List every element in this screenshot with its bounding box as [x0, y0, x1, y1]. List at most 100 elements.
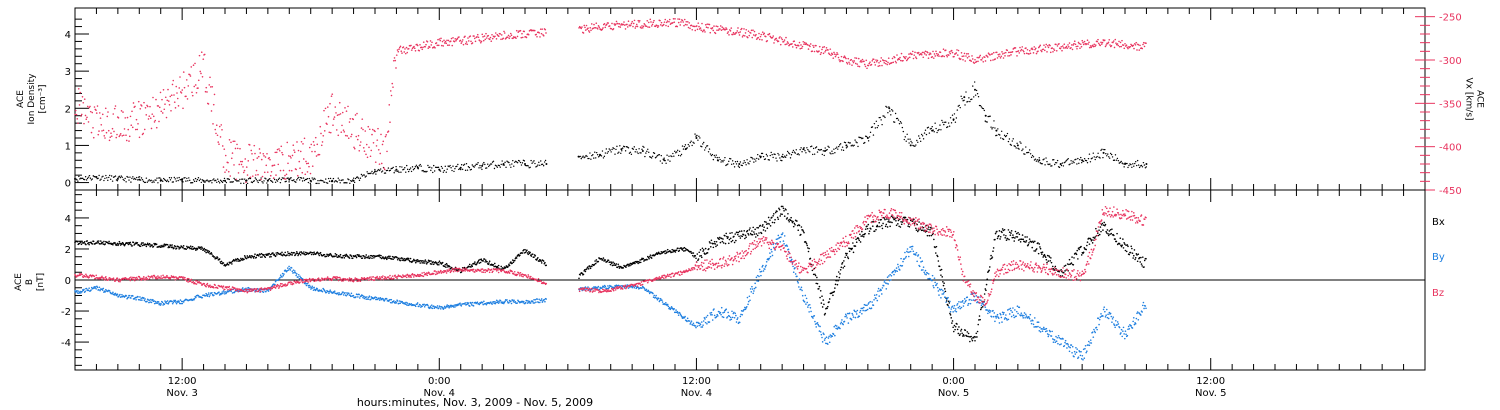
- vx-point: [884, 59, 886, 62]
- b-bx-point: [492, 264, 495, 266]
- b-by-point: [166, 300, 169, 302]
- ion-density-point: [783, 156, 785, 159]
- ion-density-point: [591, 154, 593, 157]
- b-bx-point: [778, 208, 781, 211]
- vx-point: [117, 117, 120, 119]
- ion-density-point: [965, 91, 967, 93]
- b-bx-point: [249, 254, 251, 257]
- ion-density-point: [84, 175, 87, 178]
- ion-density-point: [491, 161, 494, 163]
- vx-point: [717, 29, 720, 31]
- ion-density-point: [523, 160, 526, 162]
- vx-point: [212, 123, 214, 125]
- b-bx-point: [780, 213, 782, 215]
- b-bx-point: [328, 254, 331, 256]
- vx-point: [404, 52, 407, 55]
- ion-density-point: [624, 150, 627, 152]
- b-bx-point: [189, 247, 191, 250]
- ion-density-point: [117, 176, 120, 178]
- vx-point: [173, 101, 176, 103]
- ion-density-point: [1034, 158, 1037, 160]
- ion-density-point: [579, 155, 581, 158]
- vx-point: [286, 141, 289, 144]
- vx-point: [752, 34, 755, 36]
- ion-density-point: [1123, 166, 1125, 168]
- b-by-point: [143, 299, 146, 302]
- b-by-point: [395, 301, 398, 304]
- ion-density-point: [219, 179, 222, 182]
- b-bx-point: [839, 273, 841, 275]
- vx-point: [946, 55, 949, 58]
- b-bx-point: [936, 255, 939, 258]
- vx-point: [227, 161, 229, 164]
- vx-point: [200, 51, 203, 54]
- b-bx-point: [241, 259, 243, 261]
- vx-point: [296, 174, 299, 177]
- vx-point: [268, 156, 271, 159]
- ion-density-point: [893, 121, 896, 123]
- ion-density-point: [462, 164, 465, 166]
- b-bx-point: [1008, 231, 1011, 234]
- ion-density-point: [681, 145, 684, 147]
- b-bx-point: [900, 223, 903, 226]
- vx-point: [450, 37, 453, 40]
- vx-point: [155, 98, 157, 101]
- b-bx-point: [618, 265, 620, 268]
- ion-density-point: [822, 150, 824, 152]
- b-bx-point: [488, 262, 490, 264]
- b-bx-point: [950, 317, 953, 319]
- vx-point: [779, 43, 782, 46]
- vx-point: [1040, 50, 1043, 53]
- vx-point: [962, 59, 964, 61]
- vx-point: [451, 44, 454, 47]
- b-bx-point: [948, 302, 951, 304]
- ion-density-point: [577, 155, 580, 158]
- b-bx-point: [364, 256, 367, 258]
- ion-density-point: [1055, 162, 1058, 164]
- vx-point: [880, 57, 883, 59]
- ion-density-point: [892, 110, 894, 112]
- vx-point: [173, 94, 175, 96]
- ion-density-point: [131, 177, 133, 180]
- b-bx-point: [236, 260, 238, 262]
- b-bx-point: [616, 266, 619, 269]
- ion-density-point: [515, 161, 518, 163]
- b-bx-point: [743, 230, 746, 232]
- b-by-point: [262, 291, 265, 294]
- ion-density-point: [1086, 162, 1089, 164]
- ion-density-point: [712, 158, 715, 161]
- ion-density-point: [374, 170, 376, 173]
- b-bx-point: [218, 258, 221, 260]
- vx-point: [299, 167, 301, 170]
- b-bx-point: [415, 259, 418, 262]
- ion-density-point: [804, 150, 806, 152]
- ion-density-point: [1059, 163, 1062, 165]
- ion-density-point: [270, 179, 272, 182]
- b-bx-point: [832, 294, 834, 297]
- vx-point: [290, 169, 293, 172]
- b-bx-point: [767, 216, 770, 219]
- b-bx-point: [310, 251, 312, 254]
- b-bx-point: [1051, 265, 1054, 268]
- ion-density-point: [465, 163, 468, 165]
- ion-density-point: [1137, 164, 1140, 166]
- vx-point: [1134, 44, 1137, 46]
- vx-point: [989, 54, 991, 56]
- ion-density-point: [177, 179, 179, 182]
- vx-point: [363, 150, 366, 152]
- b-bx-point: [634, 262, 636, 265]
- ion-density-point: [952, 118, 955, 121]
- ion-density-point: [1122, 163, 1124, 165]
- vx-point: [88, 106, 91, 109]
- ion-density-point: [89, 177, 92, 179]
- ion-density-point: [188, 177, 190, 179]
- b-bx-point: [423, 260, 425, 263]
- ion-density-point: [212, 179, 214, 181]
- ion-density-point: [1031, 154, 1034, 157]
- vx-point: [791, 42, 793, 45]
- b-bx-point: [246, 255, 249, 257]
- vx-point: [971, 55, 973, 57]
- ion-density-point: [928, 132, 931, 134]
- ion-density-point: [771, 153, 773, 156]
- ion-density-point: [688, 145, 690, 147]
